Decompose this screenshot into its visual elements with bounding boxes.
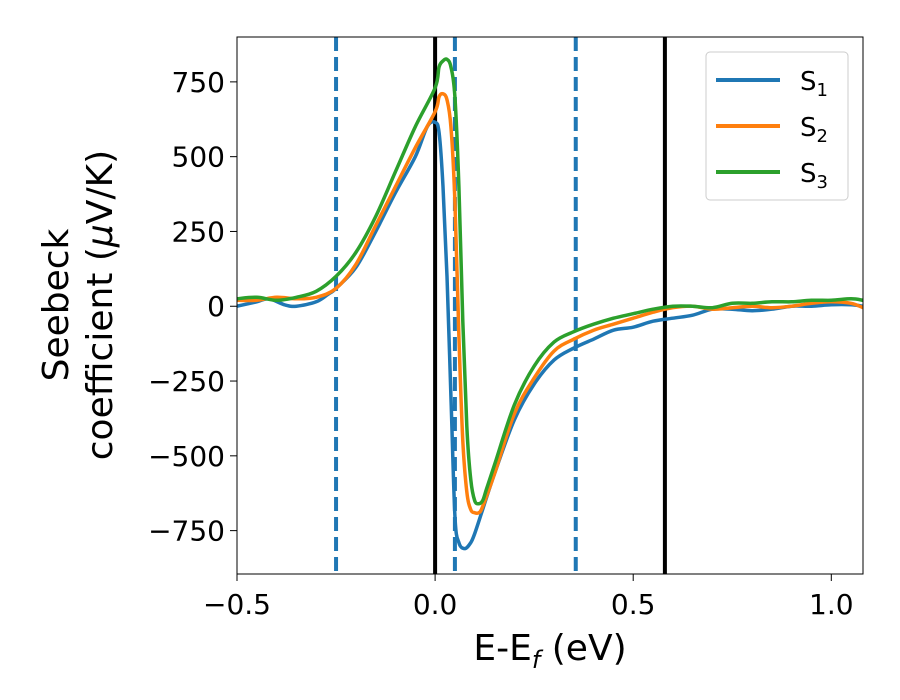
plot-frame [236,36,864,575]
legend-label-S2: S2 [800,113,828,147]
x-axis-ticks: −0.5 0.0 0.5 1.0 [203,574,854,621]
y-tick-label: 0 [207,290,225,323]
y-tick-label: 500 [172,141,225,174]
x-tick-label: 0.5 [611,588,656,621]
y-tick-label: 750 [172,66,225,99]
legend-label-S3: S3 [800,159,828,193]
y-tick-label: −500 [148,440,225,473]
y-tick-label: −250 [148,365,225,398]
y-axis-title-post: V/K) [80,150,121,224]
x-axis-title-unit: (eV) [540,628,626,669]
y-axis-title-line2: coefficient (μV/K) [80,150,121,460]
y-axis-title-pre: coefficient ( [80,247,121,460]
x-axis-title: E-Ef (eV) [473,628,626,674]
series-line-S3 [237,57,863,506]
series-line-S2 [237,91,863,516]
y-axis-title: Seebeck coefficient (μV/K) [36,150,121,460]
legend: S1 S2 S3 [705,51,849,201]
y-axis-title-line1: Seebeck [36,228,77,381]
y-axis-title-mu: μ [80,224,121,248]
x-axis-title-main: E-E [473,628,531,669]
x-tick-label: 0.0 [413,588,458,621]
y-tick-label: 250 [172,215,225,248]
legend-label-S1: S1 [800,67,828,101]
series-lines [237,57,863,551]
x-tick-label: −0.5 [203,588,271,621]
x-tick-label: 1.0 [809,588,854,621]
y-tick-label: −750 [148,515,225,548]
y-axis-ticks: 750 500 250 0 −250 −500 −750 [148,66,237,548]
